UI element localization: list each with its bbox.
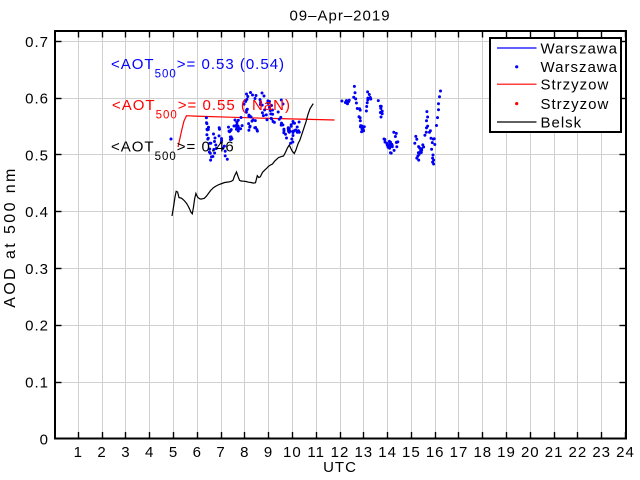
- svg-text:20: 20: [521, 444, 540, 461]
- svg-text:7: 7: [216, 444, 225, 461]
- svg-text:0.5: 0.5: [25, 147, 49, 164]
- svg-text:17: 17: [450, 444, 469, 461]
- svg-text:6: 6: [193, 444, 202, 461]
- svg-text:16: 16: [426, 444, 445, 461]
- svg-text:09–Apr–2019: 09–Apr–2019: [289, 8, 390, 25]
- svg-text:4: 4: [145, 444, 154, 461]
- svg-text:12: 12: [331, 444, 350, 461]
- svg-text:21: 21: [545, 444, 564, 461]
- svg-text:Warszawa: Warszawa: [541, 59, 618, 76]
- svg-text:11: 11: [307, 444, 325, 461]
- svg-text:22: 22: [569, 444, 588, 461]
- svg-text:5: 5: [169, 444, 178, 461]
- svg-text:9: 9: [264, 444, 273, 461]
- svg-text:13: 13: [354, 444, 373, 461]
- svg-text:23: 23: [592, 444, 611, 461]
- svg-text:Strzyzow: Strzyzow: [541, 77, 610, 94]
- svg-text:AOD at 500 nm: AOD at 500 nm: [2, 166, 19, 307]
- svg-text:Warszawa: Warszawa: [541, 40, 618, 57]
- svg-text:19: 19: [497, 444, 516, 461]
- svg-text:0.1: 0.1: [25, 375, 49, 392]
- svg-text:0: 0: [40, 431, 49, 448]
- svg-text:0.6: 0.6: [25, 91, 49, 108]
- svg-text:0.2: 0.2: [25, 318, 49, 335]
- svg-text:8: 8: [240, 444, 249, 461]
- svg-text:0.7: 0.7: [25, 34, 49, 51]
- svg-text:1: 1: [74, 444, 83, 461]
- svg-text:2: 2: [97, 444, 106, 461]
- svg-text:Strzyzow: Strzyzow: [541, 96, 610, 113]
- svg-text:18: 18: [473, 444, 492, 461]
- svg-text:24: 24: [616, 444, 635, 461]
- svg-text:0.4: 0.4: [25, 204, 49, 221]
- svg-text:10: 10: [283, 444, 302, 461]
- svg-text:15: 15: [402, 444, 421, 461]
- svg-text:3: 3: [121, 444, 130, 461]
- svg-text:14: 14: [378, 444, 397, 461]
- svg-text:UTC: UTC: [323, 459, 357, 476]
- svg-text:0.3: 0.3: [25, 261, 49, 278]
- svg-text:Belsk: Belsk: [541, 114, 583, 131]
